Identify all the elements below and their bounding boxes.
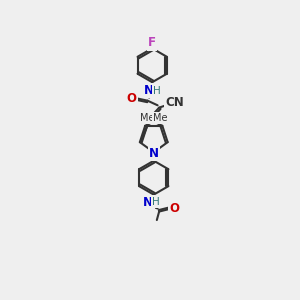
Text: H: H — [140, 112, 148, 123]
Text: O: O — [126, 92, 136, 105]
Text: H: H — [152, 197, 160, 207]
Text: Me: Me — [153, 113, 168, 123]
Text: O: O — [169, 202, 179, 215]
Text: N: N — [143, 196, 153, 209]
Text: H: H — [153, 86, 161, 96]
Text: Me: Me — [140, 113, 154, 123]
Text: F: F — [148, 36, 156, 50]
Text: CN: CN — [165, 97, 184, 110]
Text: N: N — [149, 146, 159, 160]
Text: N: N — [144, 84, 154, 97]
